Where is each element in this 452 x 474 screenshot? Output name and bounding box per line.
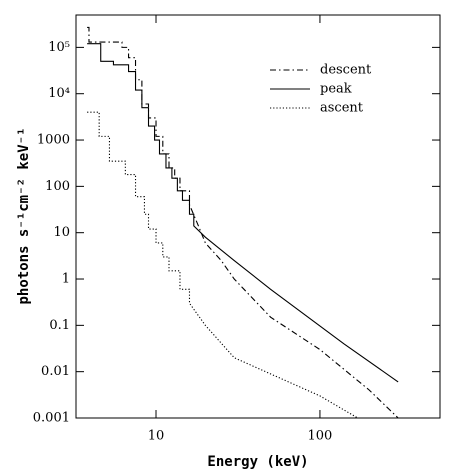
legend-label: ascent bbox=[320, 101, 364, 116]
y-tick-label: 10⁴ bbox=[48, 86, 70, 101]
series-line bbox=[87, 111, 358, 418]
series-line bbox=[87, 43, 399, 383]
y-axis-label: photons s⁻¹cm⁻² keV⁻¹ bbox=[16, 127, 32, 304]
y-tick-label: 1000 bbox=[37, 133, 70, 148]
y-tick-label: 100 bbox=[45, 179, 70, 194]
legend-label: descent bbox=[320, 63, 372, 78]
y-tick-label: 1 bbox=[62, 272, 70, 287]
legend-label: peak bbox=[320, 82, 352, 97]
plot-frame bbox=[75, 14, 441, 419]
x-tick-label: 100 bbox=[308, 429, 333, 444]
x-tick-label: 10 bbox=[148, 429, 165, 444]
y-tick-label: 10⁵ bbox=[48, 40, 70, 55]
x-axis-label: Energy (keV) bbox=[207, 454, 308, 470]
y-tick-label: 0.01 bbox=[41, 364, 70, 379]
y-tick-label: 10 bbox=[53, 225, 70, 240]
y-tick-label: 0.001 bbox=[33, 411, 70, 426]
y-tick-label: 0.1 bbox=[49, 318, 70, 333]
